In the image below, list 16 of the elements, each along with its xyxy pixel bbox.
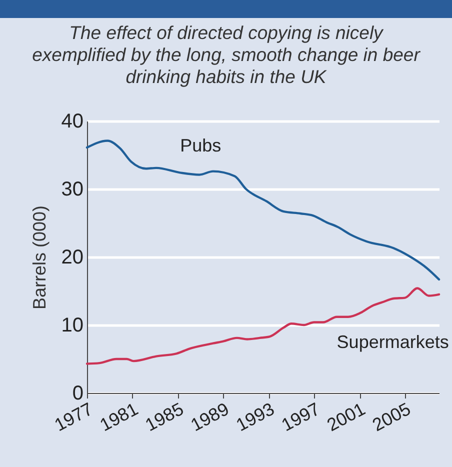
series-label: Pubs (180, 136, 222, 156)
x-tick-label: 2001 (324, 398, 368, 436)
x-tick-label: 1981 (96, 398, 142, 436)
line-series (86, 140, 440, 281)
y-tick-label: 30 (61, 178, 84, 200)
y-tick-label: 40 (61, 110, 84, 132)
y-tick-label: 10 (61, 314, 84, 336)
x-tick-label: 1997 (278, 398, 324, 436)
y-tick-label: 20 (61, 246, 84, 268)
x-tick-label: 1985 (142, 398, 187, 436)
x-tick-label: 2005 (369, 398, 414, 436)
x-tick-label: 1989 (187, 398, 232, 436)
x-tick-label: 1993 (232, 398, 278, 436)
series-label: Supermarkets (336, 332, 449, 352)
y-axis-title: Barrels (000) (29, 205, 50, 310)
chart-title: The effect of directed copying is nicely exemplified by the long, smooth change in beer drinking habits in the UK (31, 22, 422, 88)
